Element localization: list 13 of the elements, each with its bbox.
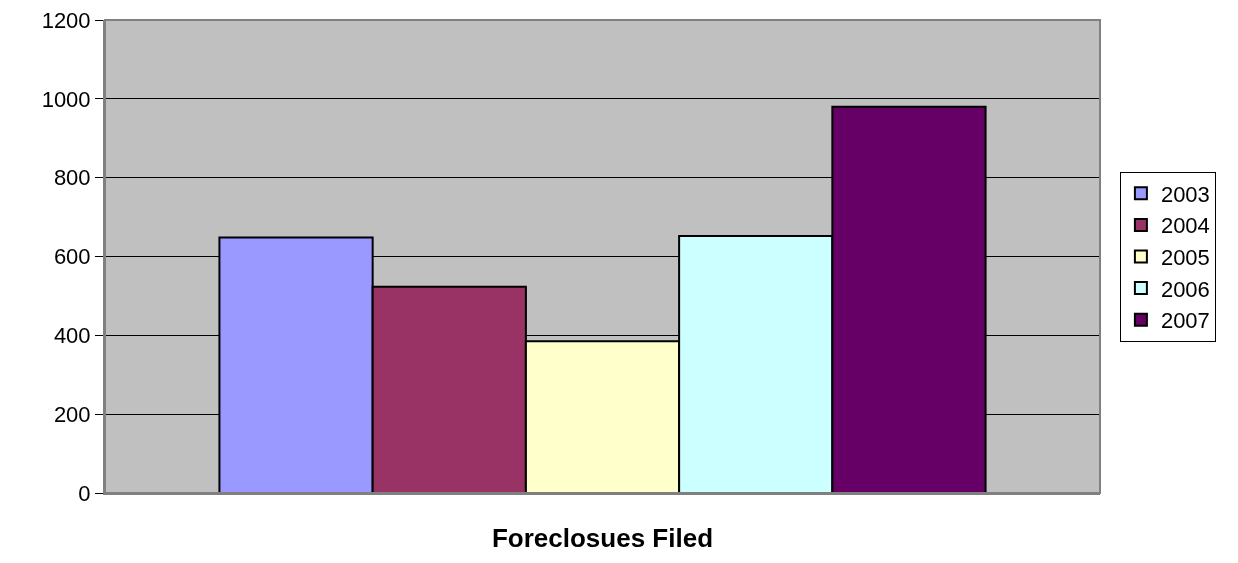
legend-label: 2006 [1160, 276, 1210, 302]
legend-label: 2004 [1160, 213, 1210, 239]
legend-label: 2007 [1160, 308, 1210, 334]
legend-label: 2003 [1160, 181, 1210, 207]
y-tick-label: 1000 [41, 86, 91, 112]
legend-label: 2005 [1160, 245, 1210, 271]
x-axis-title: Foreclosues Filed [491, 522, 714, 553]
y-tick-label: 600 [53, 244, 91, 270]
y-tick-label: 1200 [41, 7, 91, 33]
y-tick-label: 200 [53, 401, 91, 427]
y-tick-label: 400 [53, 323, 91, 349]
y-tick-label: 0 [78, 480, 91, 506]
y-tick-label: 800 [53, 165, 91, 191]
